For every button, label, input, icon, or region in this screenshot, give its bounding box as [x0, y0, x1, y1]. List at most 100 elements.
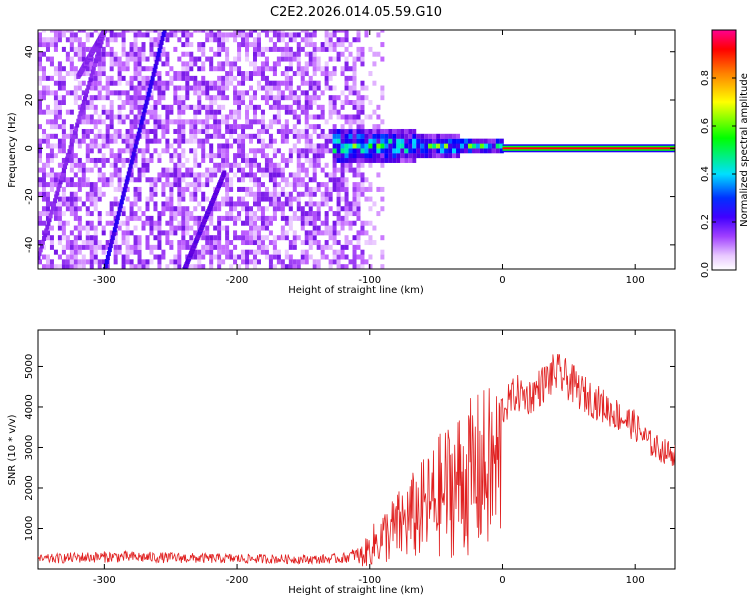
heatmap-cell: [249, 240, 254, 246]
heatmap-cell: [197, 138, 202, 144]
heatmap-cell: [157, 30, 162, 33]
heatmap-cell: [109, 109, 114, 115]
heatmap-cell: [368, 138, 373, 144]
heatmap-cell: [117, 177, 122, 183]
heatmap-cell: [360, 249, 365, 255]
heatmap-cell: [213, 172, 218, 178]
heatmap-cell: [364, 148, 369, 154]
heatmap-cell: [336, 220, 341, 226]
heatmap-cell: [276, 254, 281, 260]
heatmap-cell: [284, 162, 289, 168]
heatmap-cell: [463, 148, 468, 154]
heatmap-cell: [129, 211, 134, 217]
heatmap-cell: [288, 51, 293, 57]
heatmap-cell: [109, 61, 114, 67]
heatmap-cell: [157, 71, 162, 77]
heatmap-cell: [45, 182, 50, 188]
heatmap-cell: [276, 167, 281, 173]
heatmap-cell: [249, 75, 254, 81]
heatmap-cell: [284, 249, 289, 255]
heatmap-cell: [380, 153, 385, 159]
heatmap-cell: [121, 30, 126, 33]
heatmap-cell: [308, 42, 313, 48]
heatmap-cell: [237, 30, 242, 33]
heatmap-cell: [113, 244, 118, 250]
heatmap-cell: [169, 66, 174, 72]
heatmap-cell: [356, 51, 361, 57]
heatmap-cell: [61, 230, 66, 236]
heatmap-cell: [133, 225, 138, 231]
heatmap-cell: [105, 80, 110, 86]
heatmap-cell: [368, 182, 373, 188]
heatmap-cell: [252, 249, 257, 255]
heatmap-cell: [241, 90, 246, 96]
sweep-mark: [96, 50, 101, 56]
heatmap-cell: [364, 230, 369, 236]
heatmap-cell: [45, 109, 50, 115]
heatmap-cell: [296, 61, 301, 67]
heatmap-cell: [185, 66, 190, 72]
heatmap-cell: [177, 95, 182, 101]
heatmap-cell: [328, 133, 333, 139]
heatmap-cell: [133, 71, 138, 77]
heatmap-cell: [304, 182, 309, 188]
heatmap-cell: [225, 249, 230, 255]
heatmap-cell: [272, 240, 277, 246]
heatmap-cell: [332, 153, 337, 159]
heatmap-cell: [336, 186, 341, 192]
heatmap-cell: [177, 254, 182, 260]
heatmap-cell: [89, 148, 94, 154]
heatmap-cell: [201, 30, 206, 33]
heatmap-cell: [113, 196, 118, 202]
heatmap-cell: [113, 157, 118, 163]
heatmap-cell: [177, 211, 182, 217]
heatmap-cell: [45, 90, 50, 96]
heatmap-cell: [221, 249, 226, 255]
heatmap-cell: [332, 71, 337, 77]
heatmap-cell: [65, 109, 70, 115]
heatmap-cell: [249, 259, 254, 265]
heatmap-cell: [137, 244, 142, 250]
heatmap-cell: [268, 30, 273, 33]
heatmap-cell: [364, 133, 369, 139]
heatmap-cell: [161, 191, 166, 197]
heatmap-cell: [475, 148, 480, 154]
heatmap-cell: [77, 235, 82, 241]
heatmap-cell: [61, 249, 66, 255]
heatmap-cell: [73, 264, 78, 269]
heatmap-cell: [416, 148, 421, 154]
spectrogram-y-axis-label: Frequency (Hz): [7, 112, 18, 188]
heatmap-cell: [93, 244, 98, 250]
heatmap-cell: [312, 157, 317, 163]
heatmap-cell: [61, 264, 66, 269]
heatmap-cell: [360, 162, 365, 168]
heatmap-cell: [268, 162, 273, 168]
heatmap-cell: [181, 104, 186, 110]
heatmap-cell: [252, 225, 257, 231]
heatmap-cell: [193, 85, 198, 91]
sweep-mark: [129, 159, 134, 165]
heatmap-cell: [260, 143, 265, 149]
heatmap-cell: [241, 138, 246, 144]
sweep-mark: [156, 51, 161, 57]
heatmap-cell: [61, 143, 66, 149]
heatmap-cell: [217, 215, 222, 221]
heatmap-cell: [308, 114, 313, 120]
heatmap-cell: [137, 196, 142, 202]
heatmap-cell: [300, 66, 305, 72]
heatmap-cell: [185, 230, 190, 236]
heatmap-cell: [181, 244, 186, 250]
heatmap-cell: [177, 201, 182, 207]
heatmap-cell: [97, 90, 102, 96]
heatmap-cell: [81, 177, 86, 183]
heatmap-cell: [360, 143, 365, 149]
heatmap-cell: [77, 80, 82, 86]
heatmap-cell: [69, 191, 74, 197]
heatmap-cell: [249, 42, 254, 48]
heatmap-cell: [89, 56, 94, 62]
heatmap-cell: [145, 215, 150, 221]
heatmap-cell: [61, 124, 66, 130]
snr-y-tick-label: 2000: [24, 475, 35, 500]
heatmap-cell: [284, 119, 289, 125]
heatmap-cell: [153, 225, 158, 231]
